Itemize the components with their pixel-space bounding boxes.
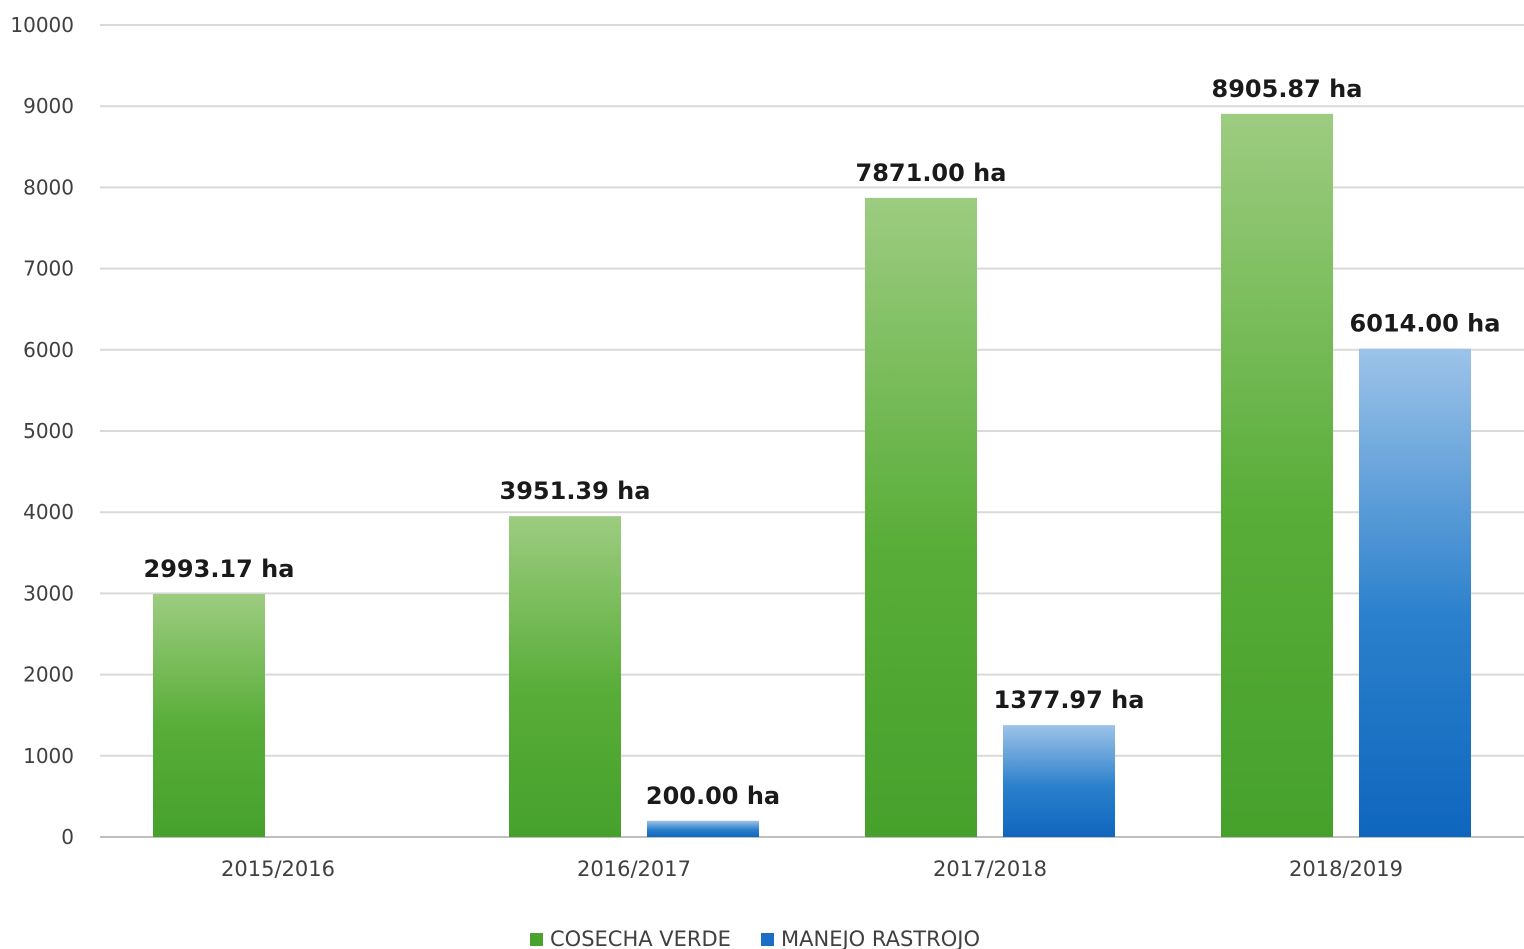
y-tick-label: 4000 [23,500,74,524]
y-tick-label: 0 [61,825,74,849]
bar-cosecha-verde [1221,113,1333,837]
x-category-label: 2016/2017 [577,857,691,881]
data-label: 200.00 ha [646,782,780,810]
y-tick-label: 9000 [23,94,74,118]
data-label: 8905.87 ha [1212,75,1363,103]
data-labels: 2993.17 ha 3951.39 ha 200.00 ha 7871.00 ha 1… [144,75,1501,810]
data-label: 6014.00 ha [1350,310,1501,338]
y-tick-label: 5000 [23,419,74,443]
bar-cosecha-verde [153,593,265,837]
bar-cosecha-verde [509,516,621,837]
legend-label: COSECHA VERDE [550,927,731,949]
x-axis-category-labels: 2015/2016 2016/2017 2017/2018 2018/2019 [221,857,1403,881]
y-tick-label: 3000 [23,581,74,605]
y-tick-label: 1000 [23,744,74,768]
bars [153,113,1471,837]
legend: COSECHA VERDE MANEJO RASTROJO [530,927,980,949]
y-tick-label: 6000 [23,338,74,362]
bar-manejo-rastrojo [1003,725,1115,837]
y-tick-label: 8000 [23,175,74,199]
bar-manejo-rastrojo [647,820,759,837]
x-category-label: 2018/2019 [1289,857,1403,881]
bar-cosecha-verde [865,197,977,837]
y-axis-tick-labels: 0 1000 2000 3000 4000 5000 6000 7000 8000 9000 100… [10,13,74,849]
y-tick-label: 7000 [23,257,74,281]
y-tick-label: 10000 [10,13,74,37]
y-tick-label: 2000 [23,663,74,687]
x-category-label: 2015/2016 [221,857,335,881]
data-label: 1377.97 ha [994,686,1145,714]
bar-manejo-rastrojo [1359,348,1471,837]
data-label: 7871.00 ha [856,159,1007,187]
data-label: 2993.17 ha [144,555,295,583]
legend-label: MANEJO RASTROJO [781,927,980,949]
data-label: 3951.39 ha [500,477,651,505]
x-category-label: 2017/2018 [933,857,1047,881]
legend-swatch [530,933,543,946]
gridlines [100,24,1524,838]
legend-swatch [761,933,774,946]
